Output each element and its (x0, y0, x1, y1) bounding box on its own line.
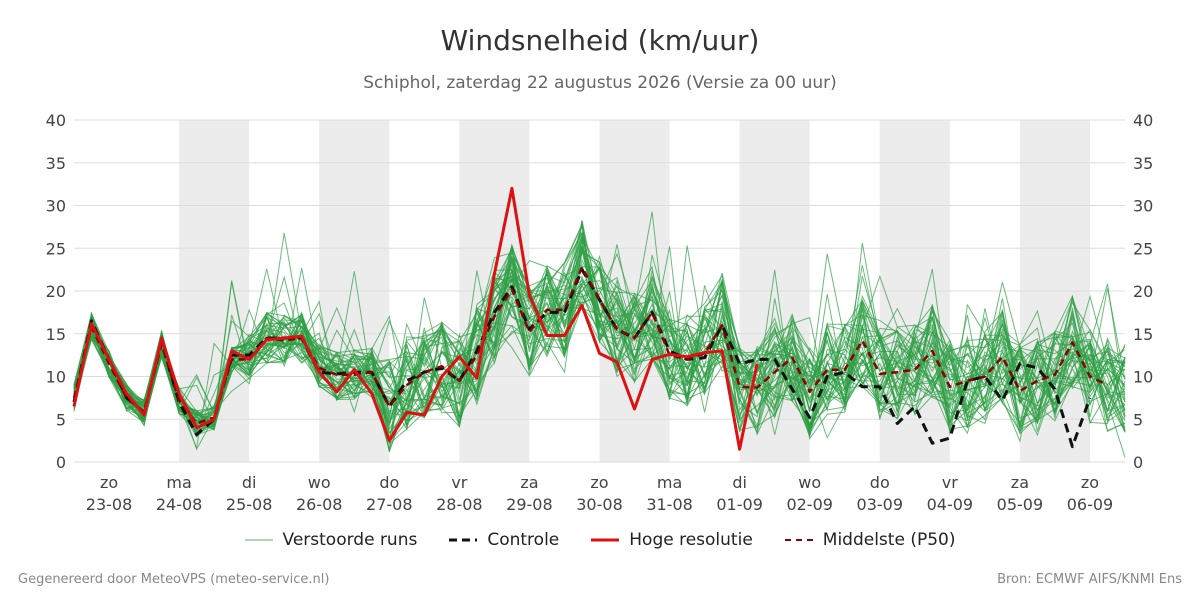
x-tick-day: zo (590, 473, 608, 492)
x-tick-day: do (379, 473, 399, 492)
ensemble-run-line (73, 270, 1126, 427)
main-series (72, 186, 1109, 451)
x-tick-date: 05-09 (997, 495, 1044, 514)
legend-ens-swatch (244, 539, 273, 541)
x-tick-date: 01-09 (716, 495, 763, 514)
legend-control-swatch (449, 538, 478, 542)
x-tick-day: zo (100, 473, 118, 492)
y-tick-label-left: 15 (46, 325, 66, 344)
x-tick-date: 28-08 (436, 495, 483, 514)
y-tick-label-right: 20 (1133, 282, 1153, 301)
chart-subtitle: Schiphol, zaterdag 22 augustus 2026 (Ver… (363, 73, 837, 93)
y-tick-label-right: 25 (1133, 239, 1153, 258)
x-tick-day: vr (451, 473, 467, 492)
y-tick-label-left: 0 (56, 453, 66, 472)
x-tick-day: di (242, 473, 257, 492)
x-tick-date: 31-08 (646, 495, 693, 514)
x-tick-date: 06-09 (1067, 495, 1114, 514)
y-tick-label-right: 35 (1133, 154, 1153, 173)
legend-item-control[interactable]: Controle (449, 530, 559, 550)
chart-title: Windsnelheid (km/uur) (440, 24, 760, 57)
legend-ens-label: Verstoorde runs (282, 530, 418, 550)
x-tick-date: 04-09 (927, 495, 974, 514)
legend-median-swatch (784, 539, 813, 541)
x-tick-day: wo (798, 473, 821, 492)
y-tick-label-left: 25 (46, 239, 66, 258)
y-tick-label-left: 40 (46, 111, 66, 130)
x-tick-date: 30-08 (576, 495, 623, 514)
x-tick-date: 23-08 (86, 495, 133, 514)
ensemble-run-line (73, 268, 1126, 432)
x-tick-date: 26-08 (296, 495, 343, 514)
ensemble-runs (73, 211, 1126, 458)
y-tick-label-right: 0 (1133, 453, 1143, 472)
footer-source: Bron: ECMWF AIFS/KNMI Ens (997, 572, 1182, 587)
x-tick-day: wo (308, 473, 331, 492)
legend-item-median[interactable]: Middelste (P50) (784, 530, 956, 550)
x-tick-day: ma (166, 473, 191, 492)
x-tick-date: 03-09 (857, 495, 904, 514)
ensemble-run-line (73, 231, 1126, 435)
y-tick-label-left: 35 (46, 154, 66, 173)
legend-control-label: Controle (487, 530, 560, 550)
x-tick-date: 24-08 (156, 495, 203, 514)
legend-item-hires[interactable]: Hoge resolutie (591, 530, 753, 550)
legend-hires-swatch (591, 538, 620, 542)
legend: Verstoorde runs Controle Hoge resolutie … (0, 530, 1200, 550)
y-tick-label-right: 15 (1133, 325, 1153, 344)
axes: 0 0 5 5 10 10 15 15 20 20 25 25 30 30 35 35 40 40 zo 23-08 m… (46, 111, 1154, 514)
y-tick-label-right: 30 (1133, 197, 1153, 216)
x-tick-day: do (870, 473, 890, 492)
x-tick-day: di (732, 473, 747, 492)
x-tick-date: 29-08 (506, 495, 553, 514)
legend-median-label: Middelste (P50) (822, 530, 956, 550)
x-tick-day: vr (942, 473, 958, 492)
y-tick-label-left: 20 (46, 282, 66, 301)
x-tick-day: zo (1081, 473, 1099, 492)
legend-item-ens[interactable]: Verstoorde runs (244, 530, 418, 550)
median-series-line (72, 265, 1109, 425)
x-tick-day: za (520, 473, 538, 492)
x-tick-date: 25-08 (226, 495, 273, 514)
ensemble-run-line (73, 251, 1126, 429)
y-tick-label-left: 30 (46, 197, 66, 216)
x-tick-date: 27-08 (366, 495, 413, 514)
ensemble-run-line (73, 245, 1126, 453)
x-tick-day: za (1011, 473, 1029, 492)
y-tick-label-left: 5 (56, 410, 66, 429)
hires-series-line (72, 186, 759, 451)
y-tick-label-left: 10 (46, 368, 66, 387)
ensemble-run-line (73, 268, 1126, 434)
y-tick-label-right: 10 (1133, 368, 1153, 387)
footer-credit: Gegenereerd door MeteoVPS (meteo-service… (18, 572, 330, 587)
ensemble-run-line (73, 254, 1126, 425)
legend-hires-label: Hoge resolutie (629, 530, 753, 550)
x-tick-date: 02-09 (786, 495, 833, 514)
x-tick-day: ma (657, 473, 682, 492)
y-tick-label-right: 40 (1133, 111, 1153, 130)
y-tick-label-right: 5 (1133, 410, 1143, 429)
